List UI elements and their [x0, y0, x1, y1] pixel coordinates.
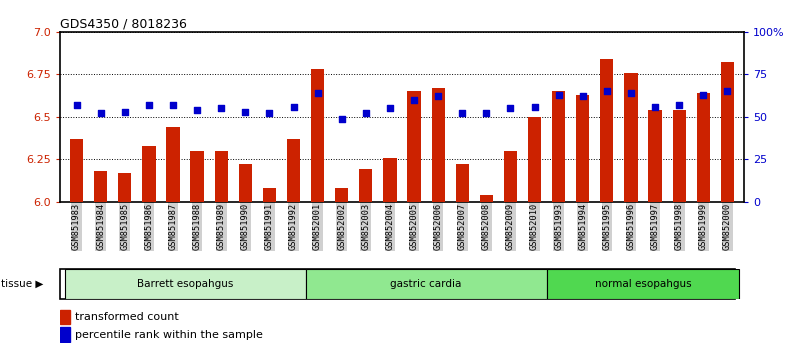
- Point: [576, 93, 589, 99]
- Bar: [60, 327, 70, 342]
- Bar: [311, 69, 324, 202]
- Point: [335, 116, 348, 121]
- Text: Barrett esopahgus: Barrett esopahgus: [137, 279, 233, 289]
- Bar: [696, 93, 710, 202]
- Point: [649, 104, 661, 109]
- Point: [94, 110, 107, 116]
- Point: [480, 110, 493, 116]
- Point: [287, 104, 300, 109]
- Point: [504, 105, 517, 111]
- Point: [239, 109, 252, 115]
- Bar: [94, 171, 107, 202]
- Point: [625, 90, 638, 96]
- Point: [119, 109, 131, 115]
- Bar: [142, 146, 155, 202]
- Bar: [455, 164, 469, 202]
- Bar: [70, 139, 84, 202]
- Point: [166, 102, 179, 108]
- Point: [673, 102, 685, 108]
- Bar: [552, 91, 565, 202]
- Text: GDS4350 / 8018236: GDS4350 / 8018236: [60, 18, 186, 31]
- Bar: [166, 127, 180, 202]
- Bar: [528, 117, 541, 202]
- Bar: [359, 170, 373, 202]
- Point: [360, 110, 373, 116]
- Point: [721, 88, 734, 94]
- Point: [456, 110, 469, 116]
- Bar: [118, 173, 131, 202]
- Bar: [624, 73, 638, 202]
- Bar: [649, 110, 661, 202]
- Point: [552, 92, 565, 98]
- Bar: [384, 158, 396, 202]
- Point: [408, 97, 420, 103]
- Bar: [547, 269, 739, 299]
- Bar: [263, 188, 276, 202]
- Bar: [335, 188, 349, 202]
- Bar: [504, 151, 517, 202]
- Point: [600, 88, 613, 94]
- Point: [384, 105, 396, 111]
- Bar: [431, 88, 445, 202]
- Point: [697, 92, 710, 98]
- Bar: [600, 59, 614, 202]
- Bar: [576, 95, 589, 202]
- Bar: [287, 139, 300, 202]
- Bar: [60, 310, 70, 324]
- Text: gastric cardia: gastric cardia: [390, 279, 462, 289]
- Point: [215, 105, 228, 111]
- Bar: [720, 62, 734, 202]
- Bar: [408, 91, 420, 202]
- Point: [70, 102, 83, 108]
- Bar: [673, 110, 686, 202]
- Bar: [480, 195, 493, 202]
- Bar: [190, 151, 204, 202]
- Bar: [64, 269, 306, 299]
- Point: [142, 102, 155, 108]
- Text: transformed count: transformed count: [75, 312, 178, 322]
- Bar: [306, 269, 547, 299]
- Text: tissue ▶: tissue ▶: [1, 279, 43, 289]
- Point: [431, 93, 444, 99]
- Bar: [215, 151, 228, 202]
- Point: [191, 107, 204, 113]
- Text: normal esopahgus: normal esopahgus: [595, 279, 692, 289]
- Bar: [239, 164, 252, 202]
- Point: [311, 90, 324, 96]
- Point: [529, 104, 541, 109]
- Text: percentile rank within the sample: percentile rank within the sample: [75, 330, 263, 339]
- Point: [263, 110, 275, 116]
